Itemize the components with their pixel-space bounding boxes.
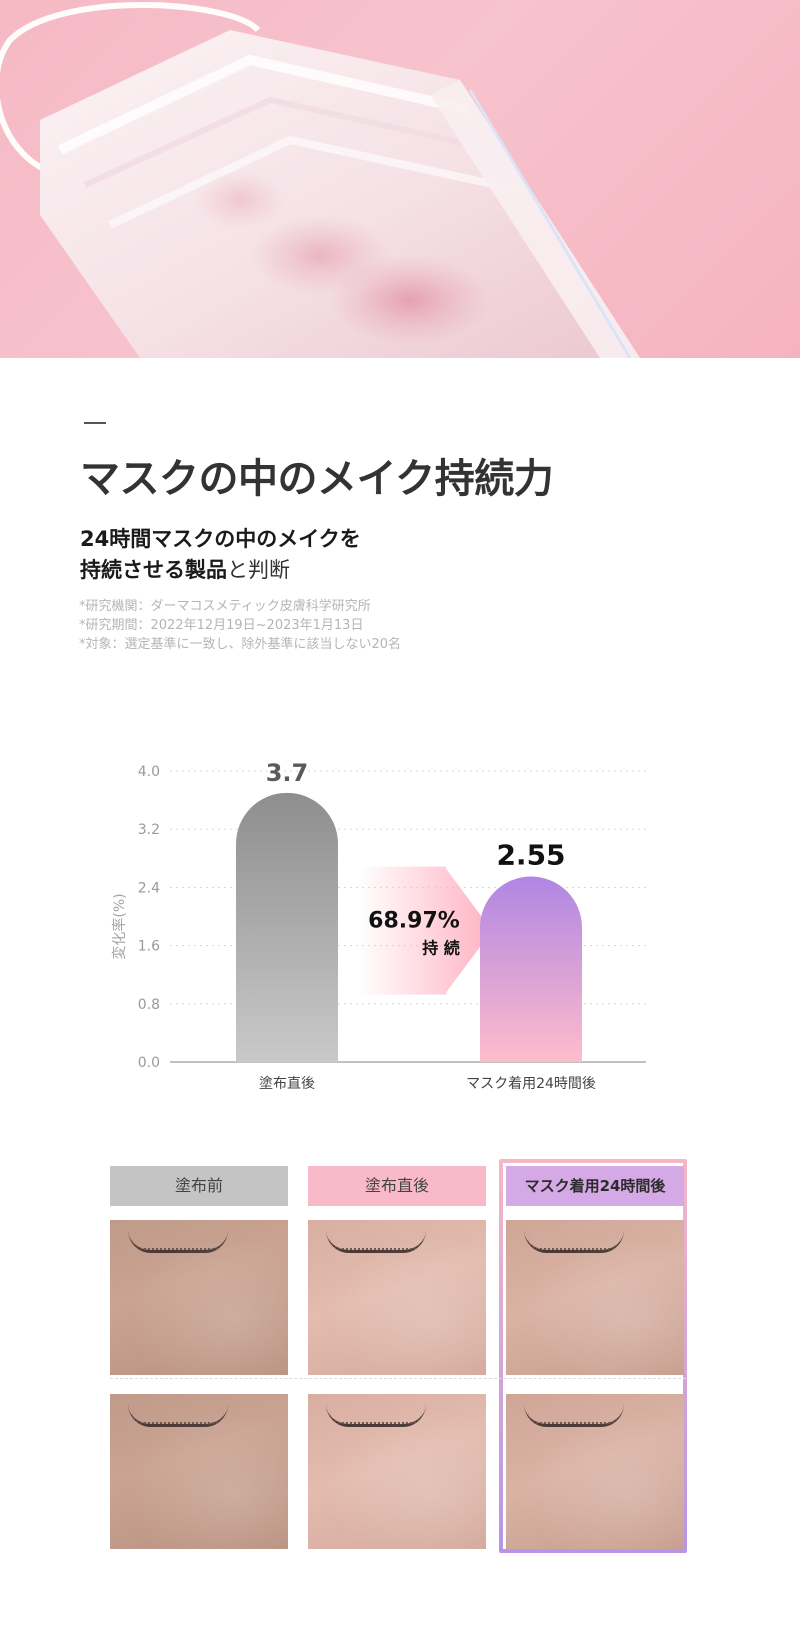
eye-line [524,1230,624,1253]
chart-annotation: 68.97% 持 続 [358,866,492,995]
note-institution: *研究機関：ダーマコスメティック皮膚科学研究所 [79,599,371,614]
subtitle-line-2-light: と判断 [227,558,290,582]
y-tick-label: 3.2 [138,822,160,838]
lash-line [132,1412,224,1424]
eye-line [524,1404,624,1427]
note-subjects: *対象：選定基準に一致し、除外基準に該当しない20名 [79,637,402,652]
bar-value-label: 2.55 [496,838,565,871]
eye-line [326,1230,426,1253]
bar-right-after [236,792,338,1062]
bar-24h-after [480,876,582,1062]
annotation-percent: 68.97% [368,909,460,934]
note-period: *研究期間：2022年12月19日~2023年1月13日 [79,618,364,633]
study-notes: *研究機関：ダーマコスメティック皮膚科学研究所 *研究期間：2022年12月19… [79,597,401,654]
y-tick-label: 0.0 [138,1055,160,1071]
skin-photo-24h-after-1 [506,1220,684,1375]
skin-photo-24h-after-2 [506,1394,684,1549]
subtitle-line-2: 持続させる製品と判断 [80,555,361,586]
y-tick-label: 4.0 [138,764,160,780]
y-tick-label: 2.4 [138,880,160,896]
subtitle: 24時間マスクの中のメイクを 持続させる製品と判断 [80,524,361,586]
photo-shade [308,1220,486,1375]
photo-shade [506,1220,684,1375]
hero-mask-image [0,0,800,358]
lash-line [330,1412,422,1424]
skin-photo-right-after-1 [308,1220,486,1375]
bar-value-label: 3.7 [266,759,309,787]
lash-line [528,1238,620,1250]
lash-line [330,1238,422,1250]
photo-shade [110,1394,288,1549]
annotation-label: 持 続 [422,939,460,958]
eye-line [128,1404,228,1427]
photo-shade [110,1220,288,1375]
column-header-before: 塗布前 [110,1166,288,1206]
retention-arrow [358,866,492,995]
photo-shade [506,1394,684,1549]
row-divider [110,1378,686,1379]
eye-line [326,1404,426,1427]
y-axis-label: 変化率(%) [111,893,128,959]
skin-photo-before-1 [110,1220,288,1375]
accent-dash [84,422,106,424]
subtitle-line-1: 24時間マスクの中のメイクを [80,527,361,551]
chart-bars: 3.7 塗布直後 2.55 マスク着用24時間後 [236,759,596,1092]
photo-shade [308,1394,486,1549]
skin-photo-before-2 [110,1394,288,1549]
lash-line [528,1412,620,1424]
skin-photo-right-after-2 [308,1394,486,1549]
eye-line [128,1230,228,1253]
bar-chart: 0.0 0.8 1.6 2.4 3.2 4.0 68.97% 持 続 3.7 塗布直後 2.5… [111,759,646,1092]
y-tick-label: 1.6 [138,939,160,955]
column-header-right-after: 塗布直後 [308,1166,486,1206]
subtitle-line-2-bold: 持続させる製品 [80,558,227,582]
mask-illustration [0,2,640,358]
x-category-label: 塗布直後 [259,1075,315,1092]
x-category-label: マスク着用24時間後 [466,1076,596,1092]
column-header-24h-after: マスク着用24時間後 [506,1166,684,1206]
lash-line [132,1238,224,1250]
y-tick-label: 0.8 [138,997,160,1013]
page-title: マスクの中のメイク持続力 [80,456,554,502]
